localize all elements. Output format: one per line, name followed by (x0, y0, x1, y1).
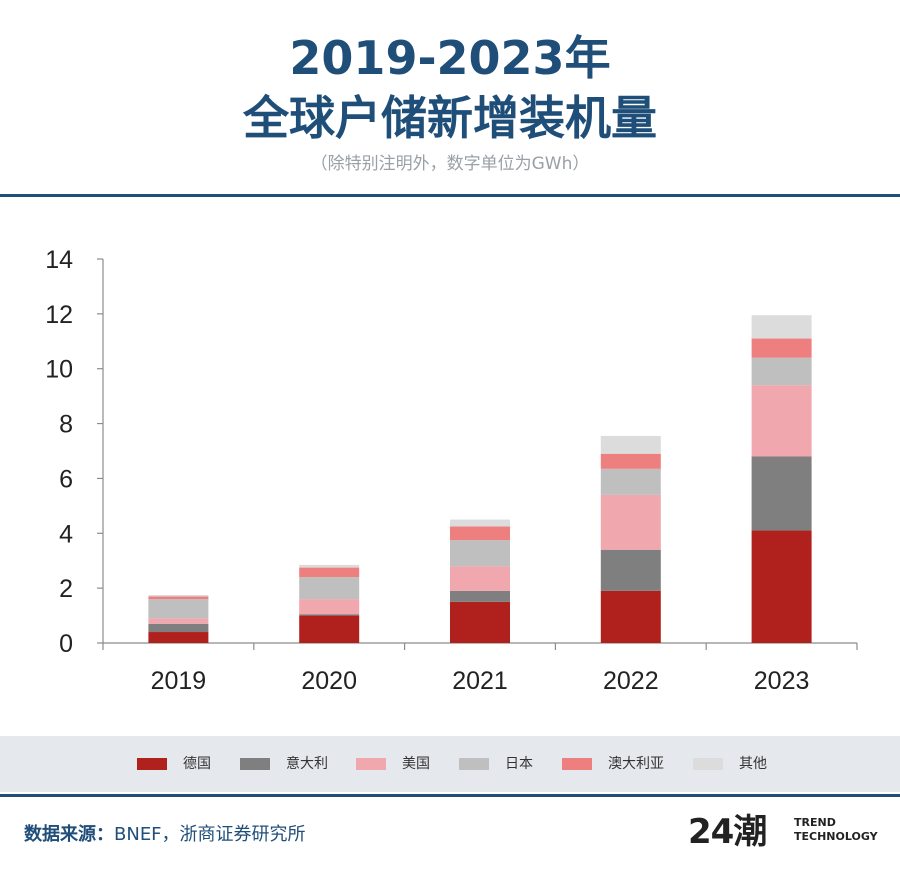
x-tick-label: 2019 (151, 667, 207, 695)
legend-swatch (693, 758, 723, 770)
x-tick-label: 2022 (603, 667, 659, 695)
legend-swatch (562, 758, 592, 770)
bar-segment (450, 526, 510, 541)
y-tick-label: 6 (59, 465, 73, 493)
brand-line1: TREND (794, 816, 836, 829)
bar-segment (299, 567, 360, 578)
x-tick-label: 2021 (452, 667, 508, 695)
bar-segment (450, 540, 510, 567)
legend: 德国 意大利 美国 日本 澳大利亚 其他 (0, 736, 900, 792)
bar-segment (299, 599, 360, 615)
brand-logo: 24潮 TREND TECHNOLOGY (688, 810, 888, 858)
legend-swatch (459, 758, 489, 770)
chart-title-line1: 2019-2023年 (289, 31, 611, 85)
bar-segment (600, 468, 661, 495)
bar-segment (600, 435, 661, 454)
bar-segment (600, 590, 661, 643)
bar-segment (751, 530, 812, 643)
legend-swatch (240, 758, 270, 770)
bar-segment (751, 456, 812, 531)
source-text: BNEF，浙商证券研究所 (114, 824, 306, 845)
source-note: 数据来源：BNEF，浙商证券研究所 (24, 822, 306, 848)
bar-segment (148, 596, 209, 600)
legend-label: 其他 (739, 756, 767, 772)
bar-segment (148, 618, 209, 624)
y-tick-label: 8 (59, 411, 73, 439)
y-tick-label: 0 (59, 630, 73, 658)
x-axis: 2019 2020 2021 2022 2023 (102, 642, 858, 695)
legend-swatch (137, 758, 167, 770)
legend-label: 日本 (505, 756, 533, 772)
y-tick-label: 2 (59, 575, 73, 603)
bar-segment (148, 623, 209, 633)
x-tick-label: 2023 (754, 667, 810, 695)
footer-divider (0, 794, 900, 797)
bar-segment (148, 632, 209, 643)
y-axis: 0 2 4 6 8 10 12 14 (45, 246, 104, 658)
y-tick-label: 10 (45, 356, 73, 384)
legend-swatch (356, 758, 386, 770)
legend-label: 意大利 (286, 756, 328, 772)
y-tick-label: 4 (59, 520, 73, 548)
bar-segment (450, 601, 510, 643)
chart-subtitle: （除特别注明外，数字单位为GWh） (310, 154, 590, 174)
bar-segment (299, 577, 360, 600)
source-label: 数据来源： (24, 824, 114, 845)
bar-segment (600, 453, 661, 469)
legend-label: 德国 (183, 756, 211, 772)
bar-segment (148, 595, 209, 597)
bar-segment (600, 494, 661, 550)
bar-segment (751, 315, 812, 339)
bar-segment (600, 549, 661, 591)
bar-segment (450, 566, 510, 591)
bar-segment (450, 590, 510, 602)
chart-title-line2: 全球户储新增装机量 (243, 91, 657, 145)
bar-segment (299, 564, 360, 568)
y-tick-label: 12 (45, 301, 73, 329)
stacked-bar-chart: 0 2 4 6 8 10 12 14 2019 2020 2021 2022 2023 (45, 246, 858, 695)
bar-segment (299, 615, 360, 643)
bar-segment (751, 385, 812, 457)
bar-segment (751, 357, 812, 386)
bars-group (148, 315, 812, 643)
bar-segment (751, 338, 812, 358)
brand-line2: TECHNOLOGY (794, 830, 878, 843)
brand-mark: 24潮 (688, 812, 767, 852)
bar-segment (299, 614, 360, 616)
bar-segment (450, 519, 510, 527)
header-divider (0, 194, 900, 197)
x-tick-label: 2020 (301, 667, 357, 695)
bar-segment (148, 599, 209, 619)
y-tick-label: 14 (45, 246, 73, 274)
legend-label: 美国 (402, 756, 430, 772)
legend-label: 澳大利亚 (608, 756, 664, 772)
